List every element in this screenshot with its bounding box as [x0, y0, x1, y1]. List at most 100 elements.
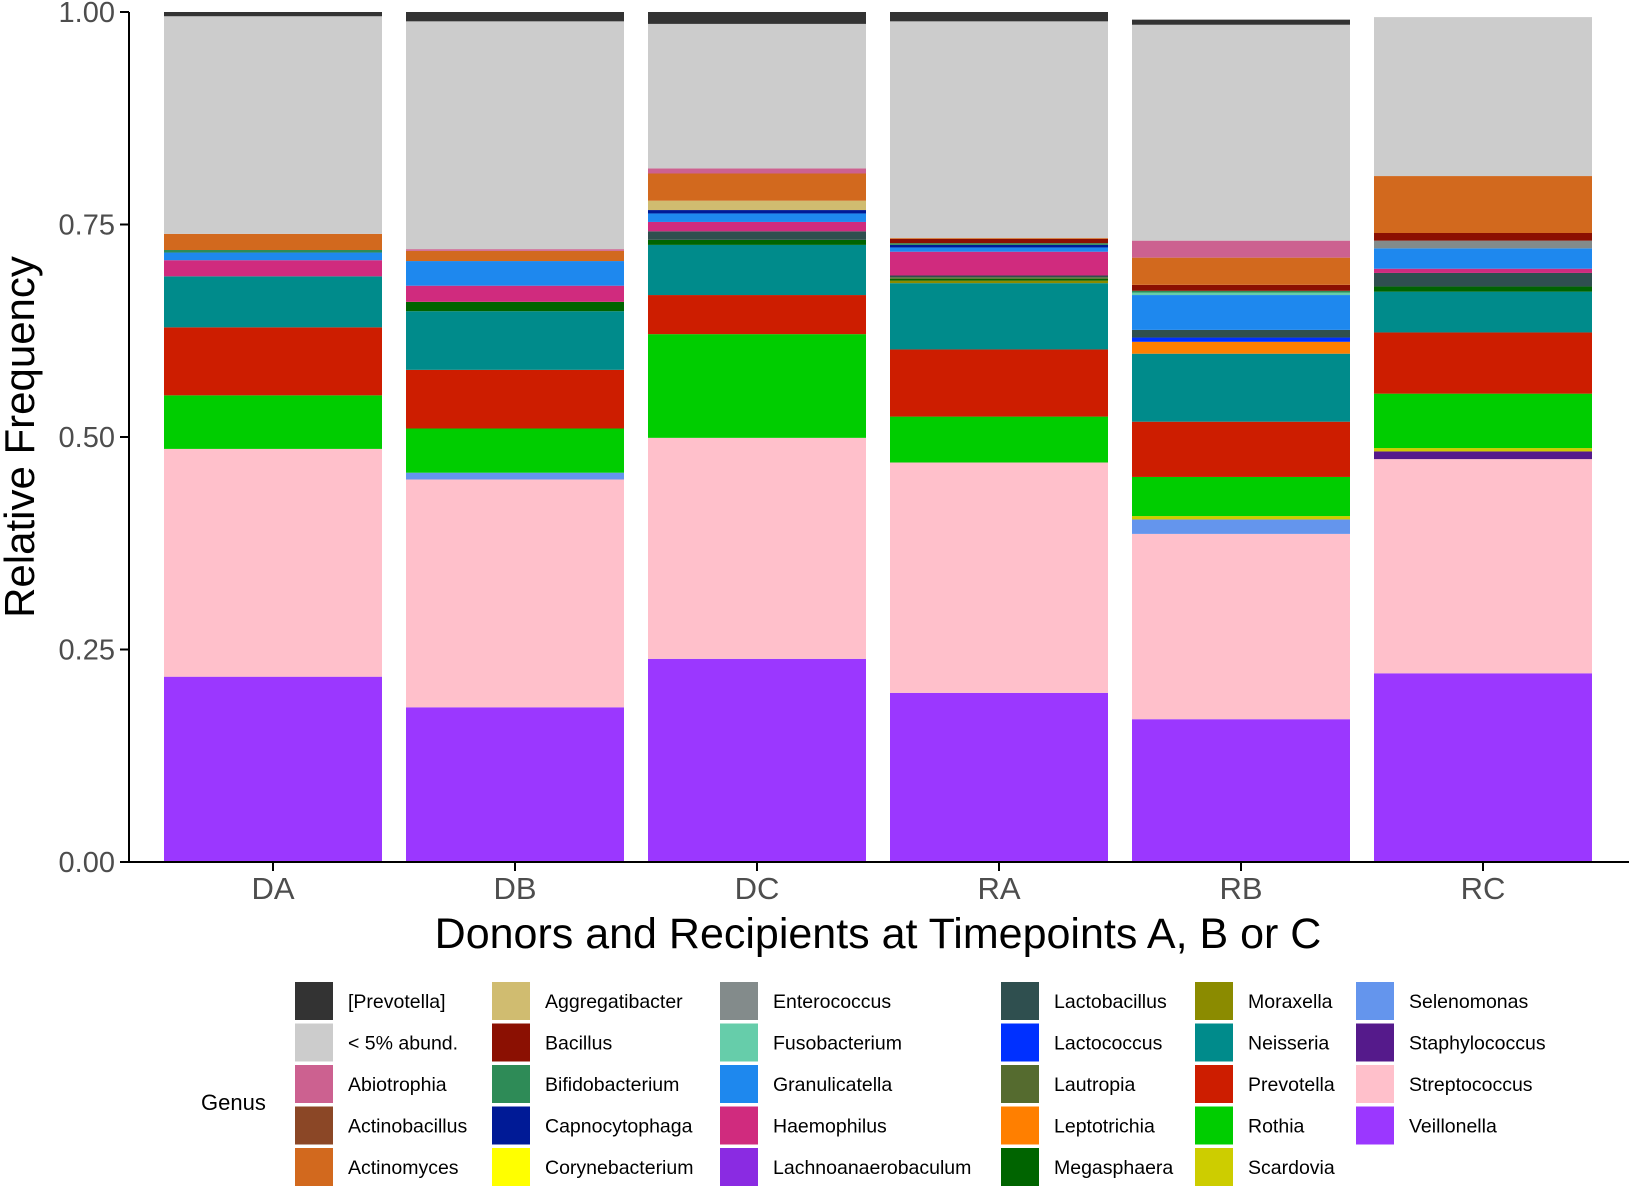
- bar-segment-db-megasphaera: [406, 301, 624, 312]
- legend-key-selenomonas: [1356, 982, 1394, 1020]
- bar-segment-db-rothia: [406, 428, 624, 473]
- legend-label-fusobacterium: Fusobacterium: [773, 1033, 902, 1055]
- bar-segment-ra-capnocytophaga: [890, 244, 1108, 248]
- x-tick-label-da: DA: [251, 871, 294, 906]
- legend-label-selenomonas: Selenomonas: [1409, 991, 1528, 1013]
- bar-segment-da-bifidobacterium: [164, 250, 382, 253]
- x-tick-label-ra: RA: [977, 871, 1020, 906]
- bar-segment-da-streptococcus: [164, 448, 382, 677]
- bar-segment-db-granulicatella: [406, 261, 624, 286]
- legend-label-megasphaera: Megasphaera: [1054, 1157, 1173, 1179]
- bar-segment-ra-5-abund: [890, 21, 1108, 239]
- legend-key-5-abund: [295, 1023, 333, 1062]
- legend-key-lachnoanaerobaculum: [720, 1148, 758, 1186]
- bar-segment-rb-lactobacillus: [1132, 329, 1350, 338]
- bar-segment-dc-prevotella: [648, 12, 866, 24]
- bar-segment-ra-bifidobacterium: [890, 243, 1108, 245]
- legend-title: Genus: [201, 1090, 266, 1115]
- legend-label-lachnoanaerobaculum: Lachnoanaerobaculum: [773, 1157, 971, 1179]
- legend-key-staphylococcus: [1356, 1023, 1394, 1062]
- legend-label-granulicatella: Granulicatella: [773, 1074, 892, 1096]
- bar-segment-da-granulicatella: [164, 252, 382, 261]
- legend-label-veillonella: Veillonella: [1409, 1116, 1497, 1138]
- legend-key-prevotella: [1195, 1065, 1233, 1103]
- legend-label-moraxella: Moraxella: [1248, 991, 1333, 1013]
- legend-label-lactobacillus: Lactobacillus: [1054, 991, 1167, 1013]
- legend-key-aggregatibacter: [492, 982, 530, 1020]
- bar-segment-rb-lactococcus: [1132, 337, 1350, 342]
- bar-segment-ra-actinomyces: [890, 238, 1108, 239]
- legend-key-lactococcus: [1001, 1023, 1039, 1062]
- bar-segment-da-neisseria: [164, 276, 382, 328]
- legend-label-actinomyces: Actinomyces: [348, 1157, 459, 1179]
- bar-segment-rc-prevotella: [1374, 332, 1592, 394]
- bar-segment-dc-veillonella: [648, 658, 866, 862]
- bar-segment-dc-5-abund: [648, 23, 866, 169]
- bar-segment-rc-haemophilus: [1374, 268, 1592, 273]
- x-tick-label-dc: DC: [735, 871, 780, 906]
- legend-label-staphylococcus: Staphylococcus: [1409, 1033, 1546, 1055]
- legend-label-corynebacterium: Corynebacterium: [545, 1157, 693, 1179]
- bar-segment-rb-bacillus: [1132, 284, 1350, 291]
- bar-segment-rc-5-abund: [1374, 17, 1592, 177]
- bar-segment-dc-prevotella: [648, 295, 866, 335]
- y-tick-label: 0.75: [59, 210, 115, 242]
- bar-segment-ra-lactobacillus: [890, 275, 1108, 278]
- bar-segment-db-streptococcus: [406, 479, 624, 708]
- bar-segment-dc-rothia: [648, 334, 866, 438]
- bar-segment-rb-selenomonas: [1132, 519, 1350, 534]
- bar-segment-da-prevotella: [164, 327, 382, 396]
- legend-label-capnocytophaga: Capnocytophaga: [545, 1116, 693, 1138]
- bar-segment-rb-5-abund: [1132, 24, 1350, 241]
- legend-label-neisseria: Neisseria: [1248, 1033, 1329, 1055]
- legend-key-prevotella: [295, 982, 333, 1020]
- bar-segment-rb-scardovia: [1132, 516, 1350, 520]
- y-tick-label: 0.50: [59, 422, 115, 454]
- bar-segment-db-prevotella: [406, 369, 624, 429]
- bar-segment-rc-actinomyces: [1374, 176, 1592, 233]
- legend-label-scardovia: Scardovia: [1248, 1157, 1335, 1179]
- bar-segment-rb-granulicatella: [1132, 295, 1350, 330]
- x-axis-label: Donors and Recipients at Timepoints A, B…: [435, 910, 1322, 958]
- bar-segment-ra-rothia: [890, 416, 1108, 463]
- bar-segment-rb-prevotella: [1132, 19, 1350, 25]
- bar-segment-db-selenomonas: [406, 472, 624, 480]
- bars-group: [164, 12, 1592, 862]
- bar-segment-db-prevotella: [406, 12, 624, 22]
- bar-segment-rc-granulicatella: [1374, 248, 1592, 269]
- legend-key-veillonella: [1356, 1106, 1394, 1145]
- legend-key-neisseria: [1195, 1023, 1233, 1062]
- bar-segment-dc-granulicatella: [648, 213, 866, 222]
- bar-segment-da-prevotella: [164, 12, 382, 17]
- legend-key-fusobacterium: [720, 1023, 758, 1062]
- bar-segment-ra-bacillus: [890, 238, 1108, 244]
- bar-segment-rb-neisseria: [1132, 353, 1350, 422]
- bar-segment-ra-haemophilus: [890, 251, 1108, 276]
- bar-segment-db-haemophilus: [406, 285, 624, 302]
- legend: Genus [Prevotella] < 5% abund. Abiotrophia…: [201, 982, 1546, 1186]
- bar-segment-da-veillonella: [164, 676, 382, 862]
- bar-segment-dc-actinomyces: [648, 173, 866, 201]
- y-tick-label: 0.25: [59, 635, 115, 667]
- bar-segment-db-veillonella: [406, 707, 624, 862]
- bar-segment-rb-rothia: [1132, 476, 1350, 517]
- bar-segment-rc-bacillus: [1374, 233, 1592, 241]
- legend-label-actinobacillus: Actinobacillus: [348, 1116, 467, 1138]
- bar-segment-da-actinomyces: [164, 233, 382, 250]
- bar-segment-dc-aggregatibacter: [648, 200, 866, 211]
- legend-key-actinobacillus: [295, 1106, 333, 1145]
- legend-key-lactobacillus: [1001, 982, 1039, 1020]
- legend-label-abiotrophia: Abiotrophia: [348, 1074, 447, 1096]
- bar-segment-rb-veillonella: [1132, 719, 1350, 862]
- legend-label-5-abund: < 5% abund.: [348, 1033, 458, 1055]
- legend-label-enterococcus: Enterococcus: [773, 991, 891, 1013]
- bar-segment-db-neisseria: [406, 311, 624, 370]
- legend-key-bifidobacterium: [492, 1065, 530, 1103]
- legend-key-granulicatella: [720, 1065, 758, 1103]
- legend-label-lautropia: Lautropia: [1054, 1074, 1135, 1096]
- bar-segment-dc-lactobacillus: [648, 231, 866, 240]
- y-tick-label: 0.00: [59, 847, 115, 879]
- legend-label-leptotrichia: Leptotrichia: [1054, 1116, 1155, 1138]
- bar-segment-db-5-abund: [406, 21, 624, 250]
- bar-segment-rc-staphylococcus: [1374, 451, 1592, 460]
